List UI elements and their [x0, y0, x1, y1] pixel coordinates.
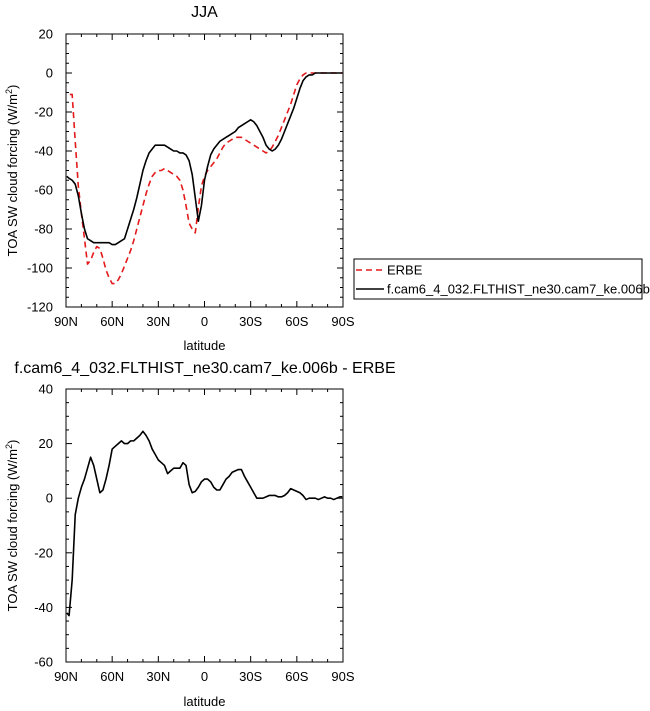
y-tick-label: 20	[39, 436, 53, 451]
x-tick-label: 0	[201, 669, 208, 684]
y-axis-label-main: TOA SW cloud forcing (W/m	[5, 449, 20, 611]
y-tick-label: 20	[39, 27, 53, 42]
series-line-1	[66, 72, 343, 246]
x-tick-label: 60S	[285, 314, 308, 329]
y-axis-label-superscript: 2	[4, 89, 14, 94]
x-tick-label: 90N	[54, 314, 78, 329]
y-tick-label: 0	[46, 491, 53, 506]
legend-label-model: f.cam6_4_032.FLTHIST_ne30.cam7_ke.006b	[387, 282, 650, 297]
y-axis-label: TOA SW cloud forcing (W/m2)	[4, 440, 20, 612]
y-tick-label: -40	[34, 144, 53, 159]
y-tick-label: -60	[34, 655, 53, 670]
y-tick-label: -20	[34, 105, 53, 120]
x-tick-label: 60N	[100, 314, 124, 329]
y-tick-label: -100	[27, 261, 53, 276]
y-tick-label: 0	[46, 66, 53, 81]
x-tick-label: 30S	[239, 314, 262, 329]
x-tick-label: 90S	[331, 314, 354, 329]
y-tick-label: -80	[34, 222, 53, 237]
x-tick-label: 90S	[331, 669, 354, 684]
x-tick-label: 90N	[54, 669, 78, 684]
x-tick-label: 60S	[285, 669, 308, 684]
legend: ERBE f.cam6_4_032.FLTHIST_ne30.cam7_ke.0…	[353, 258, 650, 300]
x-tick-label: 30N	[146, 669, 170, 684]
y-axis-label-close: )	[5, 85, 20, 89]
plot-frame	[65, 388, 344, 663]
x-axis-label: latitude	[184, 694, 226, 709]
y-tick-label: -60	[34, 183, 53, 198]
y-axis-label: TOA SW cloud forcing (W/m2)	[4, 85, 20, 257]
bottom-chart-plot-area: 90N 60N 30N 0 30S 60S 90S -60 -40 -20 0 20 40	[34, 382, 355, 685]
y-tick-label: -20	[34, 545, 53, 560]
series-line-0	[69, 72, 343, 285]
y-tick-label: -120	[27, 300, 53, 315]
y-axis-label-main: TOA SW cloud forcing (W/m	[5, 94, 20, 256]
chart-title: JJA	[191, 4, 218, 21]
y-tick-label: -40	[34, 600, 53, 615]
bottom-chart-panel: f.cam6_4_032.FLTHIST_ne30.cam7_ke.006b -…	[4, 360, 396, 709]
chart-title: f.cam6_4_032.FLTHIST_ne30.cam7_ke.006b -…	[14, 360, 395, 377]
x-axis-label: latitude	[184, 338, 226, 353]
series-line-0	[66, 430, 343, 617]
top-chart-plot-area: 90N 60N 30N 0 30S 60S 90S -120 -100 -80 -60 -40 -20 0…	[27, 27, 355, 330]
x-tick-label: 30S	[239, 669, 262, 684]
x-tick-label: 0	[201, 314, 208, 329]
x-tick-label: 30N	[146, 314, 170, 329]
plot-frame	[65, 33, 344, 308]
y-axis-label-superscript: 2	[4, 444, 14, 449]
y-tick-label: 40	[39, 382, 53, 397]
legend-box	[353, 258, 643, 300]
top-chart-panel: JJA 90N 60N 30N 0 30S 60S 90S -120 -100 -80 -60 -40…	[4, 4, 650, 353]
legend-label-erbe: ERBE	[387, 263, 423, 278]
y-axis-label-close: )	[5, 440, 20, 444]
x-tick-label: 60N	[100, 669, 124, 684]
